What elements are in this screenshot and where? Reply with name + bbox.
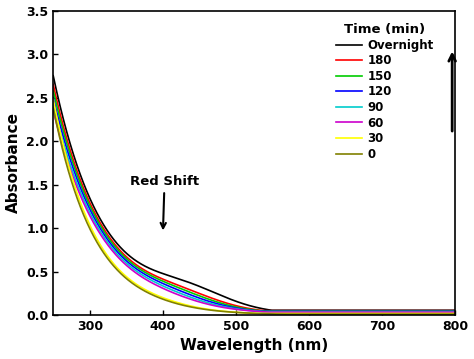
60 <box>50 108 56 113</box>
90 <box>104 239 109 243</box>
Overnight <box>225 296 230 300</box>
0 <box>270 312 276 316</box>
60 <box>453 310 458 314</box>
180 <box>261 308 267 313</box>
Line: 30: 30 <box>53 99 456 313</box>
Overnight <box>269 308 274 312</box>
150 <box>50 88 56 93</box>
150 <box>270 309 276 313</box>
60 <box>104 241 109 246</box>
120 <box>270 309 276 313</box>
150 <box>186 290 191 294</box>
90 <box>270 309 276 314</box>
150 <box>453 309 458 313</box>
30 <box>225 309 230 314</box>
120 <box>50 95 56 100</box>
120 <box>260 309 265 313</box>
0 <box>262 312 267 316</box>
0 <box>50 106 56 110</box>
Overnight <box>186 280 191 284</box>
30 <box>50 97 56 102</box>
0 <box>279 312 285 316</box>
90 <box>186 294 191 299</box>
150 <box>104 233 109 238</box>
120 <box>262 309 268 313</box>
30 <box>104 252 109 257</box>
180 <box>262 308 268 313</box>
180 <box>225 301 230 306</box>
60 <box>118 258 124 262</box>
Line: 150: 150 <box>53 90 456 311</box>
60 <box>186 297 191 301</box>
Line: Overnight: Overnight <box>53 76 456 310</box>
30 <box>256 311 262 316</box>
Overnight <box>453 308 458 312</box>
180 <box>186 287 191 292</box>
150 <box>118 251 124 256</box>
30 <box>118 270 124 274</box>
Line: 60: 60 <box>53 111 456 312</box>
120 <box>104 236 109 240</box>
Line: 120: 120 <box>53 98 456 311</box>
60 <box>266 310 272 314</box>
0 <box>453 312 458 316</box>
X-axis label: Wavelength (nm): Wavelength (nm) <box>180 339 328 354</box>
60 <box>225 306 230 310</box>
60 <box>262 310 267 314</box>
120 <box>186 292 191 296</box>
120 <box>118 253 124 258</box>
60 <box>270 310 276 314</box>
180 <box>453 308 458 313</box>
90 <box>50 102 56 107</box>
Overnight <box>118 246 124 250</box>
0 <box>225 310 230 314</box>
30 <box>186 303 191 308</box>
Overnight <box>262 307 267 311</box>
150 <box>225 303 230 307</box>
Legend: Overnight, 180, 150, 120, 90, 60, 30, 0: Overnight, 180, 150, 120, 90, 60, 30, 0 <box>332 19 438 164</box>
90 <box>262 309 268 314</box>
30 <box>270 311 276 316</box>
180 <box>118 249 124 253</box>
Line: 0: 0 <box>53 108 456 314</box>
150 <box>262 309 268 313</box>
120 <box>453 309 458 313</box>
0 <box>186 304 191 309</box>
30 <box>262 311 268 316</box>
Text: Red Shift: Red Shift <box>130 174 199 228</box>
Overnight <box>104 227 109 232</box>
180 <box>270 308 276 313</box>
90 <box>225 305 230 309</box>
90 <box>118 256 124 260</box>
120 <box>225 304 230 308</box>
30 <box>453 311 458 316</box>
180 <box>104 231 109 235</box>
Line: 180: 180 <box>53 84 456 311</box>
Line: 90: 90 <box>53 104 456 312</box>
Overnight <box>270 308 276 312</box>
90 <box>261 309 267 314</box>
150 <box>260 309 265 313</box>
Y-axis label: Absorbance: Absorbance <box>6 112 20 213</box>
0 <box>118 271 124 276</box>
90 <box>453 309 458 314</box>
Overnight <box>50 74 56 78</box>
0 <box>104 255 109 259</box>
180 <box>50 82 56 87</box>
